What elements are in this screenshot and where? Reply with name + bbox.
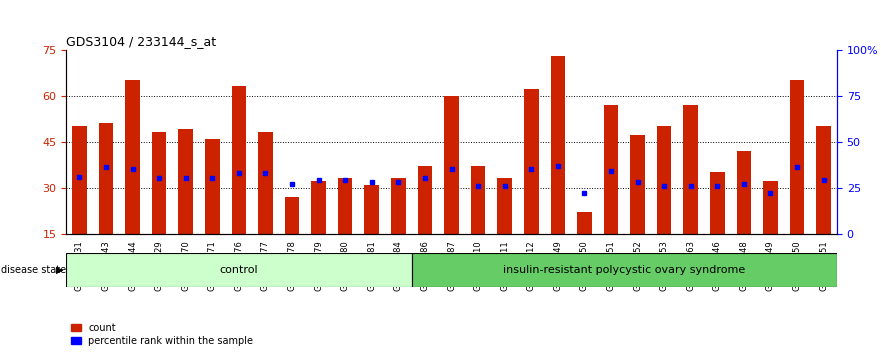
Text: disease state: disease state [1,265,66,275]
Bar [737,151,751,234]
Bar [311,182,326,234]
Bar [763,182,778,234]
Bar [411,253,837,287]
Bar [285,197,300,234]
Bar [205,138,219,234]
Text: ▶: ▶ [56,265,63,275]
Bar [152,132,167,234]
Bar [418,166,433,234]
Bar [391,178,405,234]
Bar [99,123,114,234]
Bar [498,178,512,234]
Bar [684,105,698,234]
Text: control: control [219,265,258,275]
Legend: count, percentile rank within the sample: count, percentile rank within the sample [71,323,254,346]
Bar [66,253,411,287]
Bar [258,132,273,234]
Bar [232,86,246,234]
Bar [551,56,565,234]
Bar [444,96,459,234]
Bar [338,178,352,234]
Bar [470,166,485,234]
Bar [817,126,831,234]
Bar [524,90,538,234]
Bar [178,129,193,234]
Bar [72,126,86,234]
Bar [630,136,645,234]
Bar [577,212,592,234]
Bar [789,80,804,234]
Bar [125,80,140,234]
Bar [657,126,671,234]
Bar [710,172,725,234]
Bar [603,105,618,234]
Bar [365,184,379,234]
Text: GDS3104 / 233144_s_at: GDS3104 / 233144_s_at [66,35,216,48]
Text: insulin-resistant polycystic ovary syndrome: insulin-resistant polycystic ovary syndr… [503,265,745,275]
